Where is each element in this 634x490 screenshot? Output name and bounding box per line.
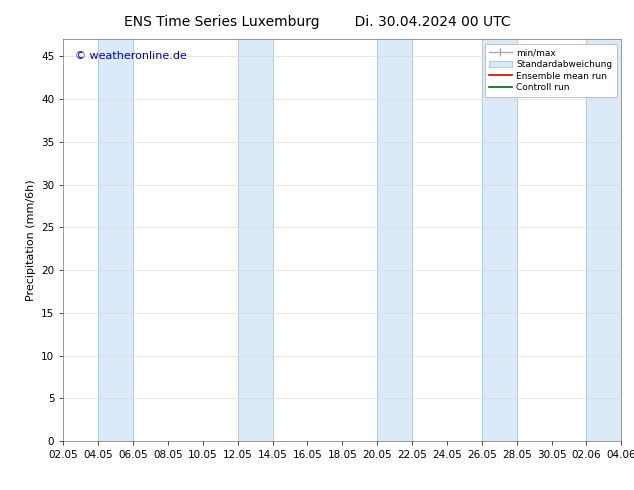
Bar [586,39,621,441]
Y-axis label: Precipitation (mm/6h): Precipitation (mm/6h) [25,179,36,301]
Text: ENS Time Series Luxemburg        Di. 30.04.2024 00 UTC: ENS Time Series Luxemburg Di. 30.04.2024… [124,15,510,29]
Bar [238,39,273,441]
Bar [377,39,412,441]
Legend: min/max, Standardabweichung, Ensemble mean run, Controll run: min/max, Standardabweichung, Ensemble me… [484,44,617,97]
Bar [98,39,133,441]
Text: © weatheronline.de: © weatheronline.de [75,51,186,61]
Bar [482,39,517,441]
